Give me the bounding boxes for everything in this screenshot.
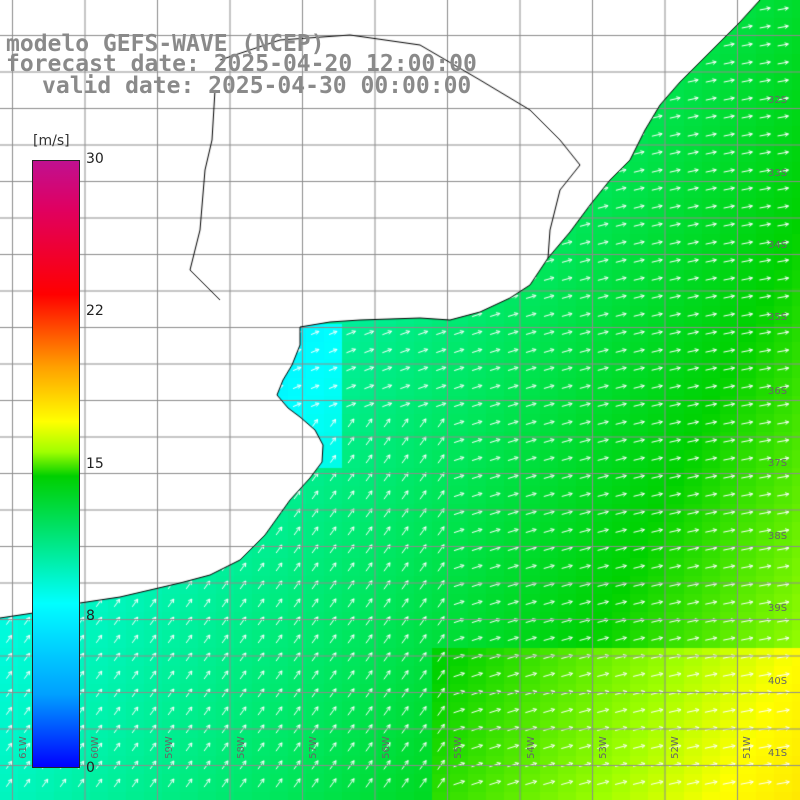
lon-label: 55W bbox=[452, 736, 464, 759]
colorbar-tick-30: 30 bbox=[86, 151, 104, 167]
lon-label: 60W bbox=[89, 736, 101, 759]
lat-label: 32S bbox=[768, 95, 788, 106]
colorbar-tick-22: 22 bbox=[86, 303, 104, 319]
lat-label: 35S bbox=[768, 312, 788, 323]
lat-label: 33S bbox=[768, 168, 788, 179]
lat-label: 34S bbox=[768, 240, 788, 251]
lon-label: 54W bbox=[525, 736, 537, 759]
colorbar-tick-8: 8 bbox=[86, 608, 95, 624]
title-forecast-date: forecast date: 2025-04-20 12:00:00 bbox=[6, 51, 477, 77]
lon-label: 52W bbox=[669, 736, 681, 759]
lon-label: 58W bbox=[235, 736, 247, 759]
lon-label: 51W bbox=[741, 736, 753, 759]
colorbar-tick-0: 0 bbox=[86, 760, 95, 776]
colorbar bbox=[32, 160, 80, 768]
lat-label: 40S bbox=[768, 676, 788, 687]
lon-label: 59W bbox=[163, 736, 175, 759]
lat-label: 41S bbox=[768, 748, 788, 759]
lat-label: 39S bbox=[768, 603, 788, 614]
lon-label: 57W bbox=[307, 736, 319, 759]
colorbar-unit: [m/s] bbox=[33, 133, 70, 149]
lon-label: 53W bbox=[597, 736, 609, 759]
colorbar-tick-15: 15 bbox=[86, 456, 104, 472]
title-model: modelo GEFS-WAVE (NCEP) bbox=[6, 31, 325, 57]
lon-label: 56W bbox=[380, 736, 392, 759]
lat-label: 37S bbox=[768, 458, 788, 469]
title-valid-date: valid date: 2025-04-30 00:00:00 bbox=[42, 73, 472, 99]
lat-label: 36S bbox=[768, 386, 788, 397]
lon-label: 61W bbox=[17, 736, 29, 759]
lat-label: 38S bbox=[768, 531, 788, 542]
